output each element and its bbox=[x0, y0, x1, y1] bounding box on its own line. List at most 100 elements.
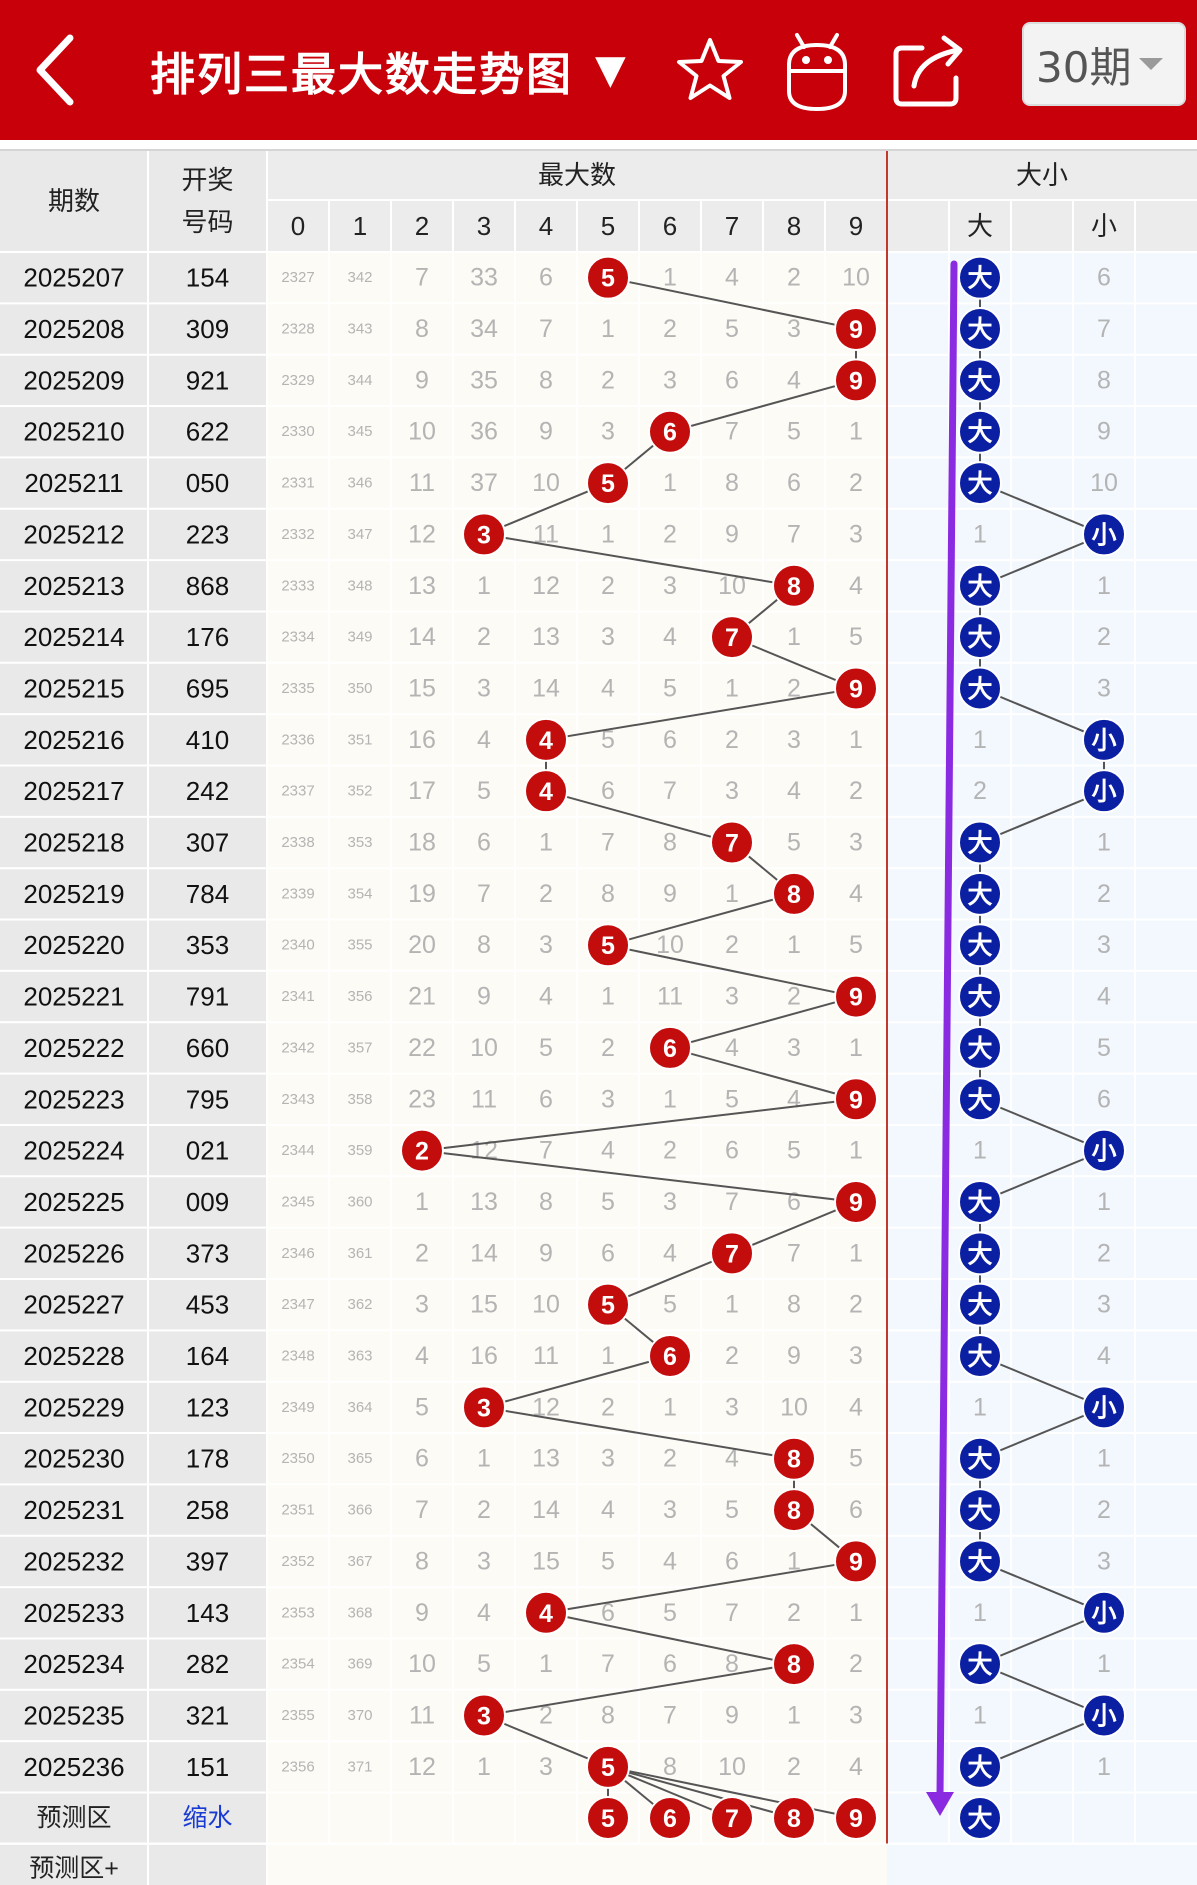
miss-count: 1 bbox=[849, 1239, 863, 1267]
miss-count: 9 bbox=[787, 1342, 801, 1370]
back-button[interactable] bbox=[20, 0, 90, 140]
share-button[interactable] bbox=[880, 0, 980, 140]
size-header-big: 大 bbox=[967, 211, 993, 241]
miss-count: 7 bbox=[787, 1239, 801, 1267]
miss-count: 2333 bbox=[281, 577, 314, 594]
miss-count: 2 bbox=[787, 1753, 801, 1781]
miss-count: 2 bbox=[663, 1137, 677, 1165]
miss-count: 5 bbox=[787, 829, 801, 857]
miss-count: 2 bbox=[849, 469, 863, 497]
miss-count: 2 bbox=[663, 315, 677, 343]
size-ball: 小 bbox=[1082, 512, 1126, 557]
max-digit-ball: 8 bbox=[772, 1642, 816, 1687]
miss-count: 22 bbox=[408, 1034, 436, 1062]
favorite-button[interactable] bbox=[672, 0, 748, 140]
miss-count: 10 bbox=[408, 1650, 436, 1678]
predict-ball-label: 5 bbox=[601, 1805, 615, 1833]
row-draw-number: 453 bbox=[186, 1290, 229, 1320]
table-row: 2025227 453 2347 362 3 15 10 5 1 8 2 3 bbox=[23, 1290, 1111, 1320]
miss-count: 4 bbox=[849, 880, 863, 908]
miss-count: 3 bbox=[787, 726, 801, 754]
miss-count: 2 bbox=[849, 1650, 863, 1678]
size-ball: 大 bbox=[958, 1282, 1002, 1327]
miss-count: 3 bbox=[849, 829, 863, 857]
miss-count: 370 bbox=[347, 1707, 372, 1724]
max-digit-ball: 5 bbox=[586, 923, 630, 968]
miss-count: 9 bbox=[725, 1701, 739, 1729]
miss-count: 362 bbox=[347, 1296, 372, 1313]
miss-count: 1 bbox=[601, 315, 615, 343]
row-draw-number: 921 bbox=[186, 365, 229, 395]
period-select[interactable]: 30期 bbox=[1022, 22, 1186, 106]
predict-shrink-link[interactable]: 缩水 bbox=[182, 1804, 232, 1832]
miss-count: 7 bbox=[415, 1496, 429, 1524]
predict-ball: 6 bbox=[648, 1796, 692, 1840]
group-header-size: 大小 bbox=[1016, 160, 1068, 190]
table-row: 2025222 660 2342 357 22 10 5 2 4 3 1 5 bbox=[23, 1033, 1111, 1063]
row-draw-number: 784 bbox=[186, 879, 229, 909]
miss-count: 7 bbox=[725, 1188, 739, 1216]
size-ball-label: 大 bbox=[967, 1189, 992, 1217]
size-ball: 小 bbox=[1082, 769, 1126, 814]
miss-count: 6 bbox=[601, 777, 615, 805]
robot-button[interactable] bbox=[772, 0, 862, 140]
row-period: 2025210 bbox=[23, 417, 124, 447]
size-ball-label: 大 bbox=[967, 624, 992, 652]
predict-ball: 7 bbox=[710, 1796, 754, 1840]
max-digit-ball: 8 bbox=[772, 1436, 816, 1481]
miss-count: 3 bbox=[601, 418, 615, 446]
max-digit-ball: 9 bbox=[834, 1077, 878, 1122]
row-draw-number: 307 bbox=[186, 828, 229, 858]
row-period: 2025213 bbox=[23, 571, 124, 601]
row-draw-number: 791 bbox=[186, 982, 229, 1012]
miss-count: 4 bbox=[539, 983, 553, 1011]
size-miss-count: 3 bbox=[1097, 931, 1111, 959]
miss-count: 2 bbox=[601, 1393, 615, 1421]
predict-size-ball-label: 大 bbox=[967, 1805, 992, 1833]
miss-count: 1 bbox=[663, 1085, 677, 1113]
miss-count: 6 bbox=[663, 726, 677, 754]
row-draw-number: 373 bbox=[186, 1238, 229, 1268]
miss-count: 1 bbox=[663, 1393, 677, 1421]
miss-count: 354 bbox=[347, 885, 372, 902]
max-digit-ball-label: 9 bbox=[849, 1086, 863, 1114]
miss-count: 2331 bbox=[281, 475, 314, 492]
miss-count: 2343 bbox=[281, 1091, 314, 1108]
size-ball-label: 小 bbox=[1091, 521, 1116, 549]
miss-count: 7 bbox=[539, 315, 553, 343]
chevron-down-icon bbox=[1139, 58, 1164, 70]
predict-ball: 8 bbox=[772, 1796, 816, 1840]
predict-ball-label: 6 bbox=[663, 1805, 677, 1833]
miss-count: 5 bbox=[601, 726, 615, 754]
miss-count: 4 bbox=[601, 1496, 615, 1524]
row-draw-number: 021 bbox=[186, 1136, 229, 1166]
miss-count: 21 bbox=[408, 983, 436, 1011]
miss-count: 12 bbox=[470, 1137, 498, 1165]
miss-count: 5 bbox=[663, 1291, 677, 1319]
miss-count: 14 bbox=[470, 1239, 498, 1267]
digit-header-5: 5 bbox=[601, 211, 615, 241]
miss-count: 9 bbox=[539, 418, 553, 446]
miss-count: 7 bbox=[725, 418, 739, 446]
size-ball: 大 bbox=[958, 1436, 1002, 1481]
table-row: 2025215 695 2335 350 15 3 14 4 5 1 2 3 bbox=[23, 673, 1111, 703]
miss-count: 6 bbox=[849, 1496, 863, 1524]
table-row: 2025235 321 2355 370 11 2 8 7 9 1 3 1 bbox=[23, 1700, 987, 1730]
row-draw-number: 009 bbox=[186, 1187, 229, 1217]
size-ball: 小 bbox=[1082, 1385, 1126, 1430]
row-period: 2025234 bbox=[23, 1649, 124, 1679]
miss-count: 8 bbox=[663, 829, 677, 857]
predict-size-ball: 大 bbox=[958, 1796, 1002, 1840]
page-title-dropdown[interactable]: 排列三最大数走势图 ▼ bbox=[150, 0, 628, 140]
size-ball-label: 大 bbox=[967, 1651, 992, 1679]
table-row: 2025236 151 2356 371 12 1 3 8 10 2 4 1 bbox=[23, 1752, 1111, 1782]
max-digit-ball: 8 bbox=[772, 1488, 816, 1533]
miss-count: 13 bbox=[470, 1188, 498, 1216]
table-row: 2025213 868 2333 348 13 1 12 2 3 10 4 1 bbox=[23, 571, 1111, 601]
miss-count: 2 bbox=[787, 1599, 801, 1627]
row-period: 2025212 bbox=[23, 519, 124, 549]
max-digit-ball-label: 6 bbox=[663, 1343, 677, 1371]
row-period: 2025229 bbox=[23, 1392, 124, 1422]
miss-count: 2 bbox=[849, 777, 863, 805]
size-ball-label: 大 bbox=[967, 1292, 992, 1320]
